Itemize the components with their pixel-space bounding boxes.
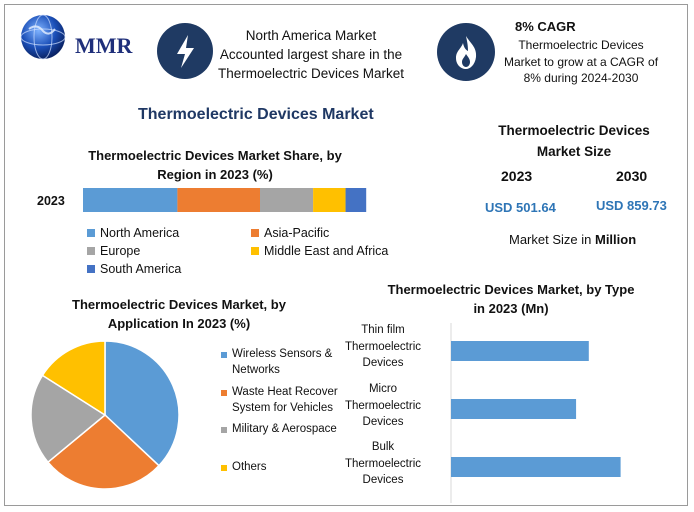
type-category-line: Micro bbox=[368, 383, 398, 395]
infographic-frame: MMR North America Market Accounted large… bbox=[4, 4, 688, 506]
callout-2-line: Thermoelectric Devices bbox=[518, 38, 644, 52]
region-stacked-bar bbox=[83, 188, 367, 212]
region-legend-item: Middle East and Africa bbox=[251, 244, 388, 258]
type-category-line: Devices bbox=[362, 416, 404, 428]
type-category-line: Thin film bbox=[361, 324, 405, 336]
application-legend-label: Wireless Sensors & Networks bbox=[232, 346, 332, 378]
application-legend-line: System for Vehicles bbox=[232, 402, 333, 414]
application-legend-label: Military & Aerospace bbox=[232, 421, 337, 437]
callout-icon-circle-1 bbox=[157, 23, 213, 79]
application-pie-chart bbox=[30, 340, 180, 490]
type-category-line: Thermoelectric bbox=[344, 457, 422, 470]
callout-2-line: Market to grow at a CAGR of bbox=[503, 54, 659, 69]
application-chart-title: Thermoelectric Devices Market, by Applic… bbox=[49, 295, 309, 333]
region-legend-item: South America bbox=[87, 262, 181, 276]
type-category-line: Bulk bbox=[371, 441, 395, 453]
callout-1-text: North America Market Accounted largest s… bbox=[213, 26, 409, 83]
main-title: Thermoelectric Devices Market bbox=[138, 106, 374, 123]
callout-1-line: Thermoelectric Devices Market bbox=[217, 66, 405, 81]
type-chart-title: Thermoelectric Devices Market, by Type i… bbox=[373, 280, 649, 318]
application-legend-swatch bbox=[221, 352, 227, 358]
type-chart-title-line: Thermoelectric Devices Market, by Type bbox=[387, 282, 635, 297]
legend-swatch bbox=[87, 247, 95, 255]
callout-2-text: Thermoelectric Devices Market to grow at… bbox=[495, 37, 667, 87]
application-legend-line: Others bbox=[232, 461, 267, 473]
type-category-label: Micro Thermoelectric Devices bbox=[328, 381, 438, 431]
application-legend-swatch bbox=[221, 427, 227, 433]
type-category-label: Thin film Thermoelectric Devices bbox=[328, 322, 438, 372]
callout-1-line: North America Market bbox=[245, 28, 377, 43]
size-panel-title-line: Thermoelectric Devices bbox=[498, 123, 650, 138]
legend-swatch bbox=[87, 265, 95, 273]
type-bar-chart bbox=[450, 323, 621, 503]
legend-label: Europe bbox=[100, 244, 141, 258]
callout-icon-circle-2 bbox=[437, 23, 495, 81]
legend-label: South America bbox=[100, 262, 182, 276]
type-category-label: Bulk Thermoelectric Devices bbox=[328, 439, 438, 489]
region-bar-segment-3 bbox=[313, 188, 346, 212]
type-bar-2 bbox=[451, 457, 621, 477]
region-bar-segment-0 bbox=[83, 188, 178, 212]
type-bar-0 bbox=[451, 341, 589, 361]
size-unit-bold: Million bbox=[594, 232, 637, 247]
legend-swatch bbox=[251, 247, 259, 255]
region-chart-title: Thermoelectric Devices Market Share, by … bbox=[65, 146, 365, 184]
callout-2-title: 8% CAGR bbox=[515, 19, 576, 34]
size-value-2030: USD 859.73 bbox=[596, 198, 667, 213]
size-value-2023: USD 501.64 bbox=[485, 200, 556, 215]
type-category-line: Thermoelectric bbox=[344, 399, 422, 412]
application-legend-swatch bbox=[221, 390, 227, 396]
flame-icon bbox=[456, 36, 477, 69]
size-panel-title: Thermoelectric Devices Market Size bbox=[479, 120, 669, 162]
region-legend-item: Europe bbox=[87, 244, 140, 258]
type-category-line: Thermoelectric bbox=[344, 340, 422, 353]
application-legend-line: Military & Aerospace bbox=[232, 423, 337, 435]
size-year-2023: 2023 bbox=[501, 168, 533, 184]
application-legend-label: Waste Heat Recover System for Vehicles bbox=[232, 384, 338, 416]
application-chart-title-line: Thermoelectric Devices Market, by bbox=[72, 297, 286, 312]
pie-slice-0 bbox=[104, 340, 180, 467]
application-chart-title-line: Application In 2023 (%) bbox=[107, 316, 251, 331]
size-year-2030: 2030 bbox=[616, 168, 648, 184]
application-legend-line: Networks bbox=[232, 364, 280, 376]
size-unit-prefix: Market Size in bbox=[509, 232, 595, 247]
globe-logo-icon bbox=[20, 14, 66, 60]
type-bar-1 bbox=[451, 399, 577, 419]
region-bar-segment-2 bbox=[260, 188, 314, 212]
legend-label: Middle East and Africa bbox=[264, 244, 389, 258]
type-chart-title-line: in 2023 (Mn) bbox=[473, 301, 549, 316]
logo-text: MMR bbox=[75, 33, 133, 58]
application-legend-label: Others bbox=[232, 459, 267, 475]
type-category-line: Devices bbox=[362, 357, 404, 369]
type-category-line: Devices bbox=[362, 474, 404, 486]
region-chart-title-line: Thermoelectric Devices Market Share, by bbox=[88, 148, 342, 163]
size-unit-note: Market Size in Million bbox=[509, 232, 636, 247]
region-bar-segment-1 bbox=[177, 188, 260, 212]
legend-label: Asia-Pacific bbox=[264, 226, 330, 240]
region-legend-item: North America bbox=[87, 226, 179, 240]
application-legend-swatch bbox=[221, 465, 227, 471]
callout-1-line: Accounted largest share in the bbox=[219, 47, 403, 62]
region-year-label: 2023 bbox=[37, 194, 65, 208]
lightning-icon bbox=[177, 35, 194, 68]
region-legend-item: Asia-Pacific bbox=[251, 226, 329, 240]
legend-label: North America bbox=[100, 226, 180, 240]
region-chart-title-line: Region in 2023 (%) bbox=[157, 167, 273, 182]
application-legend-line: Waste Heat Recover bbox=[232, 386, 338, 398]
application-legend-line: Wireless Sensors & bbox=[232, 348, 333, 360]
pie-slice-3 bbox=[41, 340, 106, 417]
region-bar-segment-4 bbox=[345, 188, 367, 212]
size-panel-title-line: Market Size bbox=[536, 144, 612, 159]
pie-slice-2 bbox=[30, 374, 107, 464]
legend-swatch bbox=[87, 229, 95, 237]
pie-slice-1 bbox=[46, 414, 161, 490]
callout-2-line: 8% during 2024-2030 bbox=[523, 71, 639, 85]
legend-swatch bbox=[251, 229, 259, 237]
